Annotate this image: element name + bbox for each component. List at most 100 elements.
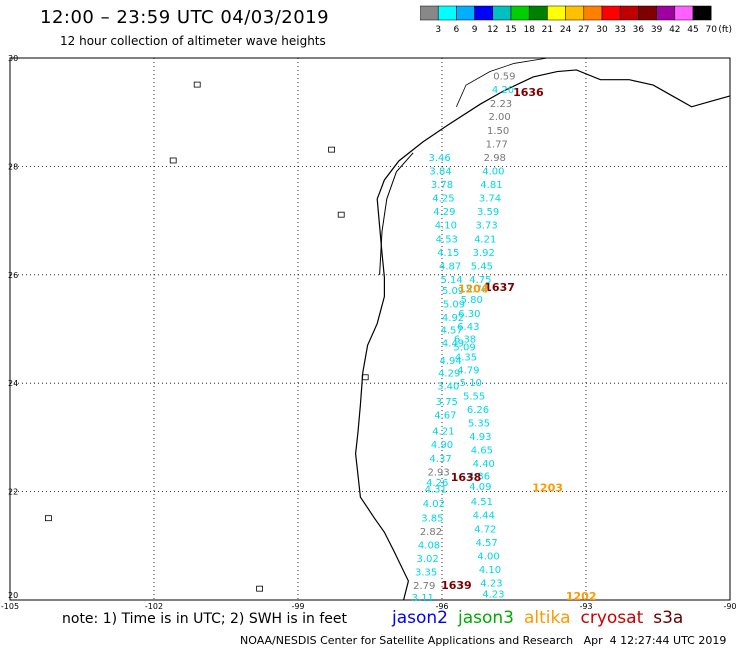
wave-height-label: 4.37	[429, 454, 451, 465]
scale-label: 45	[687, 25, 698, 35]
scale-label: 6	[454, 25, 460, 35]
wave-height-label: 4.93	[469, 432, 491, 443]
barrier-island	[379, 152, 414, 275]
wave-height-label: 4.51	[471, 497, 493, 508]
lake-outline	[169, 157, 177, 164]
wave-height-label: 6.30	[458, 309, 480, 320]
wave-height-label: 1.77	[486, 139, 508, 150]
scale-label: 3	[435, 25, 441, 35]
lon-label: -96	[435, 602, 448, 611]
wave-height-label: 4.29	[433, 207, 455, 218]
wave-height-label: 4.79	[457, 365, 479, 376]
wave-height-label: 4.00	[482, 167, 504, 178]
wave-height-label: 4.92	[442, 313, 464, 324]
wave-height-label: 3.46	[428, 153, 450, 164]
wave-height-label: 3.73	[476, 221, 498, 232]
wave-height-label: 5.80	[461, 295, 483, 306]
scale-label: 30	[596, 25, 608, 35]
wave-height-label: 4.29	[438, 369, 460, 380]
wave-height-label: 3.75	[436, 397, 458, 408]
wave-height-label: 3.84	[429, 167, 451, 178]
wave-height-label: 2.82	[420, 527, 442, 538]
scale-label: 36	[633, 25, 645, 35]
wave-height-label: 4.94	[440, 356, 462, 367]
wave-height-label: 5.09	[453, 343, 475, 354]
track-time-label: 1638	[451, 471, 482, 484]
wave-height-label: 3.02	[416, 554, 438, 565]
wave-height-label: 4.23	[480, 578, 502, 589]
wave-height-label: 4.44	[473, 511, 495, 522]
wave-height-label: 4.31	[425, 485, 447, 496]
wave-height-label: 3.74	[479, 194, 501, 205]
scale-label: 12	[487, 25, 498, 35]
wave-height-label: 4.23	[482, 589, 504, 600]
wave-height-label: 4.21	[432, 427, 454, 438]
satellite-legend-item: s3a	[653, 608, 684, 628]
wave-height-label: 4.87	[439, 261, 461, 272]
wave-height-label: 6.43	[457, 322, 479, 333]
wave-height-label: 3.59	[477, 207, 499, 218]
scale-label: 24	[560, 25, 572, 35]
wave-height-label: 5.14	[440, 275, 462, 286]
lake-outline	[337, 211, 345, 218]
satellite-legend-item: altika	[524, 608, 571, 628]
lake-outline	[256, 585, 264, 592]
color-scale: 3 6 9 12 15 18 21 24 27 30 33 36 39 42 45 70 (ft)	[420, 5, 732, 35]
wave-height-label: 2.00	[488, 112, 510, 123]
wave-height-label: 5.55	[463, 391, 485, 402]
wave-height-label: 6.26	[467, 405, 489, 416]
wave-height-label: 4.02	[423, 499, 445, 510]
note-text: note: 1) Time is in UTC; 2) SWH is in fe…	[62, 611, 348, 627]
lon-label: -105	[1, 602, 19, 611]
scale-label: 9	[472, 25, 478, 35]
track-time-label: 1203	[532, 482, 563, 495]
scale-label: 42	[669, 25, 680, 35]
lake-outline	[361, 374, 369, 381]
wave-height-label: 5.10	[460, 378, 482, 389]
wave-height-label: 4.49	[442, 338, 464, 349]
scale-label: 33	[614, 25, 625, 35]
wave-height-label: 5.09	[442, 286, 464, 297]
map-title: 12:00 – 23:59 UTC 04/03/2019	[40, 7, 330, 28]
scale-label: 15	[505, 25, 516, 35]
scale-label: 70	[705, 25, 717, 35]
wave-height-label: 5.78	[466, 285, 488, 296]
wave-height-label: 3.78	[431, 180, 453, 191]
wave-height-label: 0.59	[493, 72, 515, 83]
wave-height-label: 4.81	[480, 180, 502, 191]
wave-height-label: 4.09	[469, 482, 491, 493]
satellite-legend: jason2 jason3 altika cryosat s3a	[392, 608, 693, 628]
wave-height-label: 4.40	[473, 459, 495, 470]
wave-height-label: 3.85	[421, 513, 443, 524]
satellite-legend-item: jason2	[392, 608, 448, 628]
track-time-label: 1202	[566, 590, 597, 603]
wave-height-label: 1.50	[487, 126, 509, 137]
wave-height-label: 2.23	[490, 99, 512, 110]
scale-swatch	[692, 5, 712, 21]
lat-label: 20	[8, 591, 18, 600]
wave-height-label: 2.98	[484, 153, 506, 164]
wave-height-label: 4.35	[455, 352, 477, 363]
wave-height-label: 5.09	[443, 299, 465, 310]
wave-height-label: 3.11	[412, 593, 434, 604]
lon-label: -99	[291, 602, 304, 611]
map-subtitle: 12 hour collection of altimeter wave hei…	[60, 34, 326, 48]
wave-height-label: 4.20	[492, 85, 514, 96]
wave-height-label: 4.15	[437, 248, 459, 259]
track-time-label: 1636	[513, 86, 544, 99]
wave-height-label: 2.79	[413, 581, 435, 592]
wave-height-label: 4.65	[471, 446, 493, 457]
map-frame	[9, 57, 731, 601]
lat-label: 24	[8, 379, 18, 388]
track-time-label: 1639	[441, 579, 472, 592]
wave-height-label: 6.38	[454, 335, 476, 346]
wave-height-label: 3.40	[437, 382, 459, 393]
wave-height-label: 4.08	[418, 541, 440, 552]
lon-label: -93	[579, 602, 592, 611]
wave-height-label: 4.00	[477, 551, 499, 562]
wave-height-label: 4.25	[432, 194, 454, 205]
wave-height-label: 4.26	[426, 478, 448, 489]
wave-height-label: 3.35	[415, 568, 437, 579]
inland-coast	[456, 57, 548, 107]
